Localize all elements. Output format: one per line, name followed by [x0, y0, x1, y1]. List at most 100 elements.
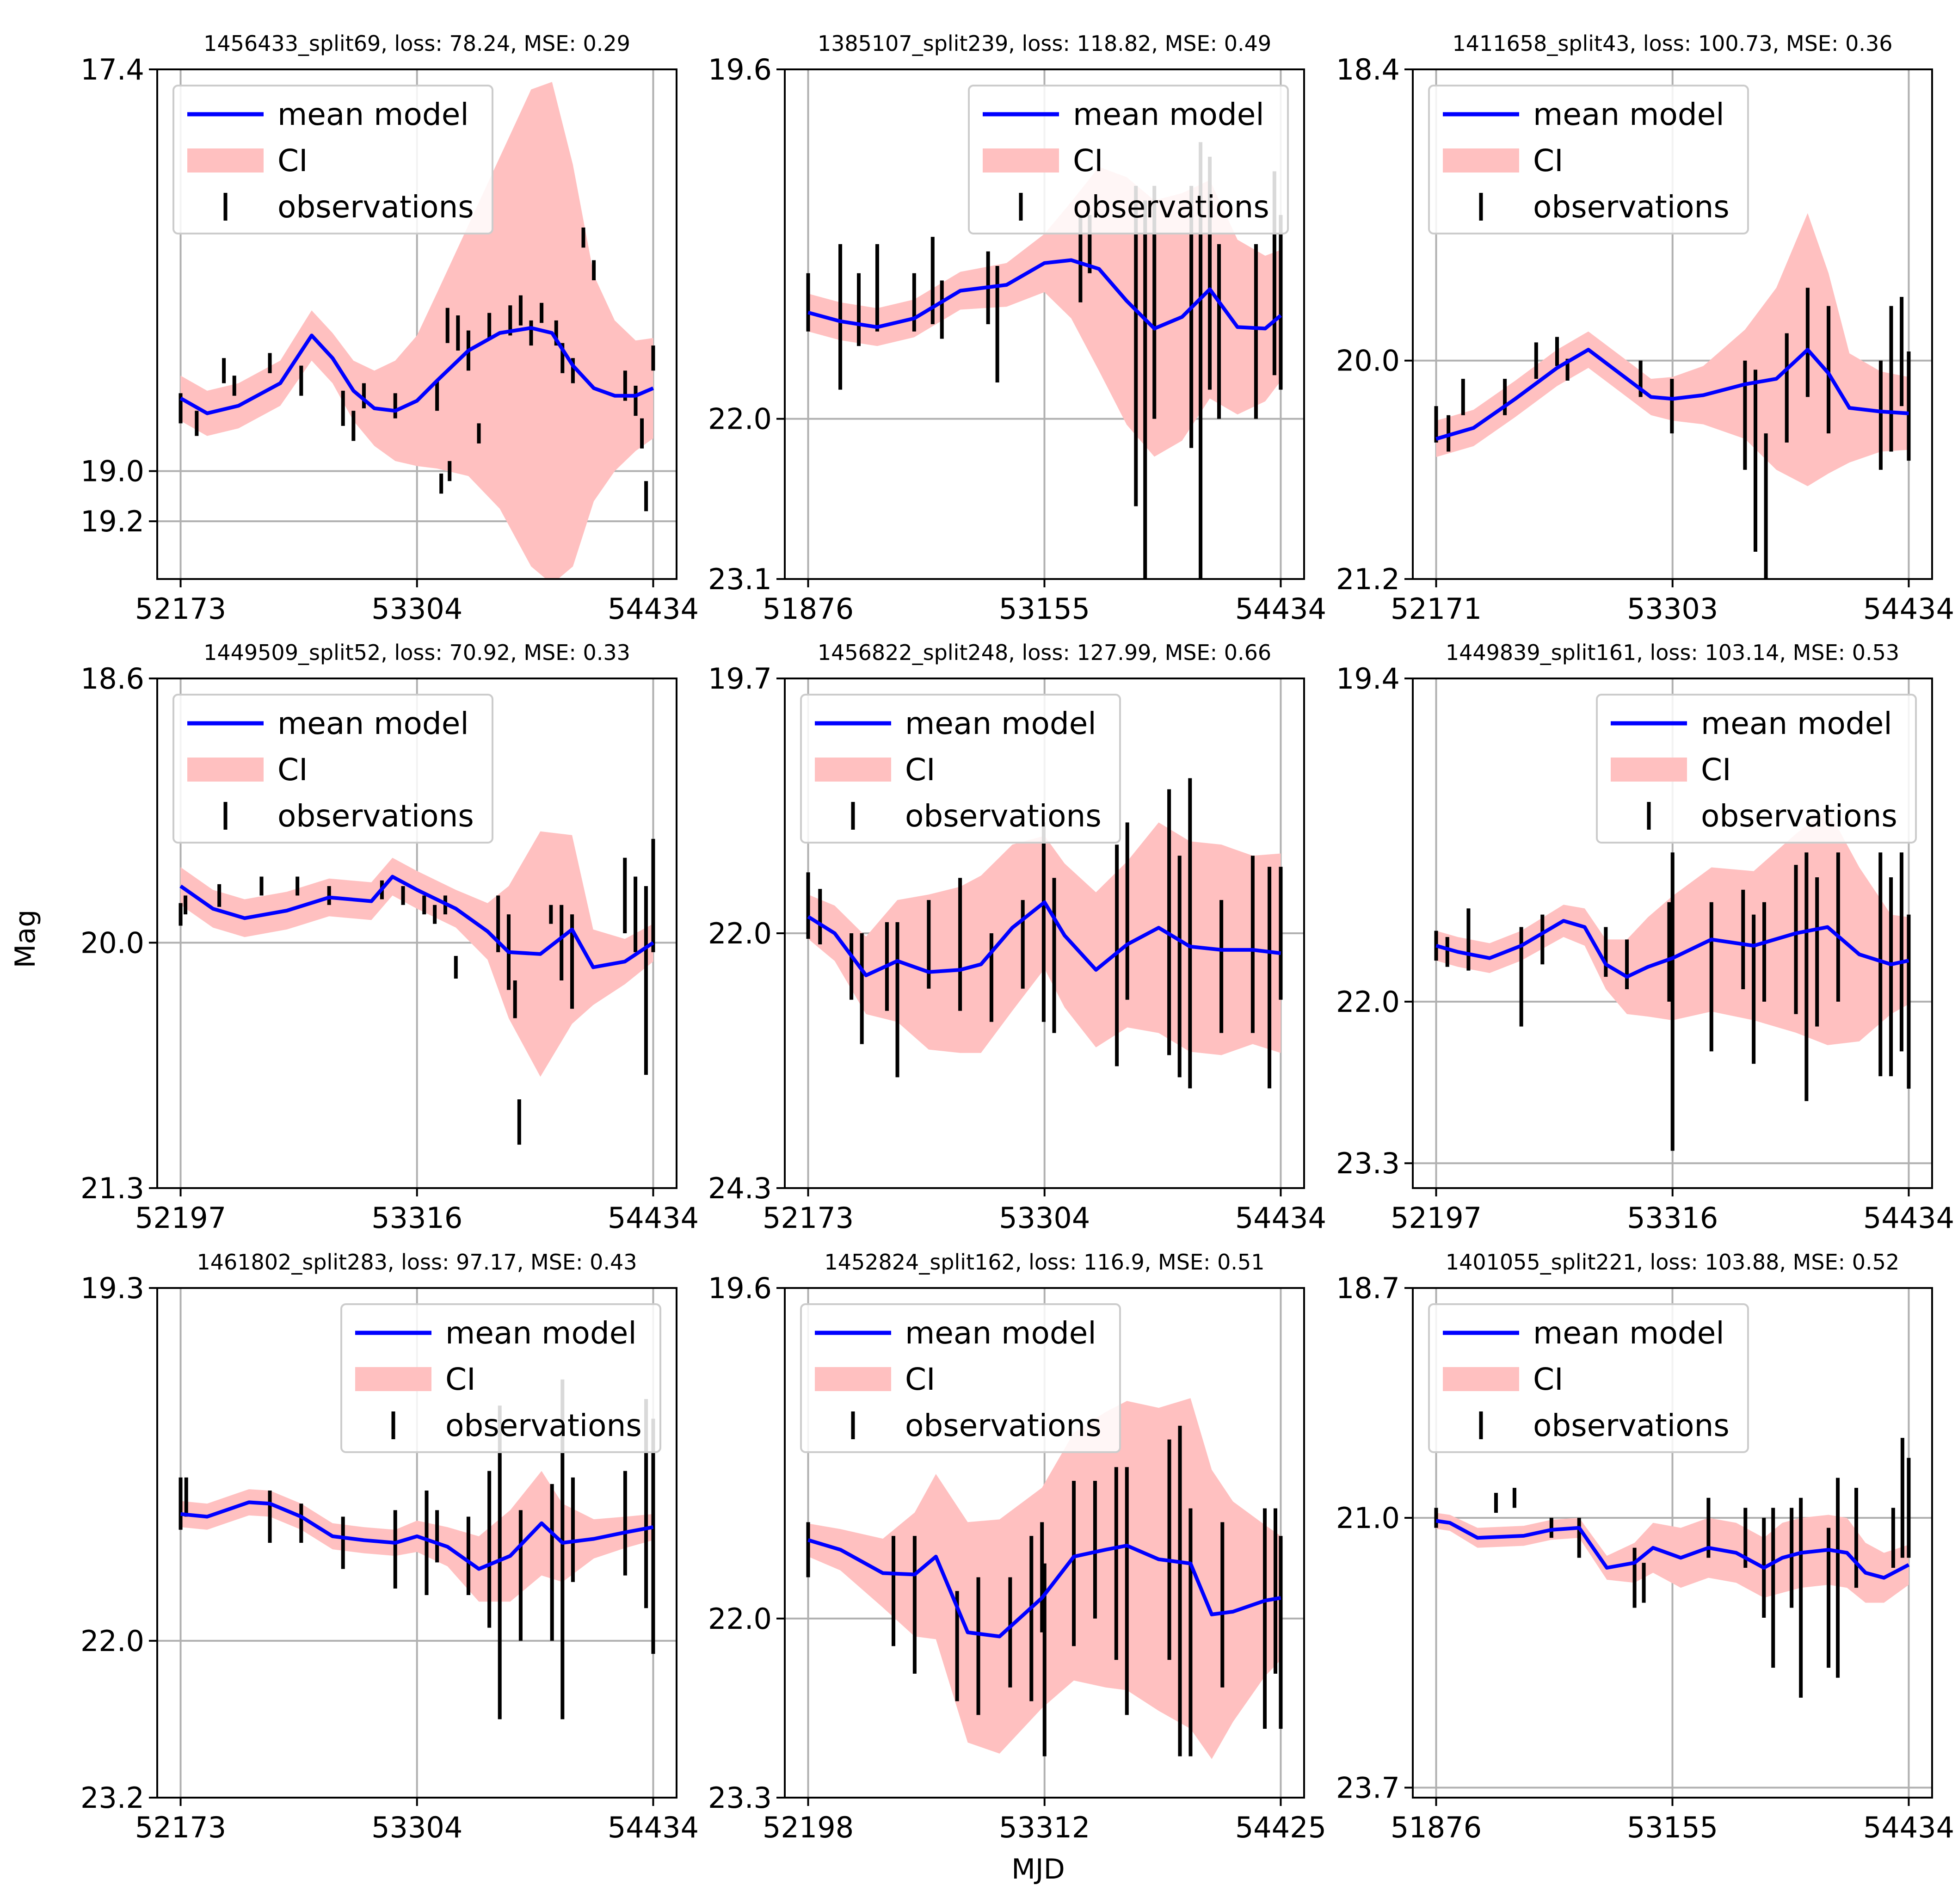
legend-label-obs: observations — [1073, 189, 1269, 225]
y-tick-label: 22.0 — [708, 917, 772, 950]
y-tick-label: 21.2 — [1336, 562, 1400, 596]
legend: mean model CI observations — [1428, 1303, 1749, 1453]
plot-area — [1434, 1438, 1911, 1698]
legend-ci-swatch — [1443, 148, 1519, 173]
legend-label-mean: mean model — [905, 706, 1096, 741]
y-tick-label: 22.0 — [708, 1602, 772, 1636]
axes-frame — [156, 678, 677, 1189]
axes-frame — [784, 1287, 1305, 1799]
plot-area — [179, 82, 655, 579]
x-tick-label: 54434 — [608, 592, 699, 626]
legend-box — [172, 694, 493, 844]
chart-panel: 1385107_split239, loss: 118.82, MSE: 0.4… — [708, 31, 1326, 626]
legend-ci-swatch — [983, 148, 1059, 173]
x-tick-label: 53304 — [371, 592, 462, 626]
y-tick-label: 23.3 — [708, 1781, 772, 1815]
plot-area — [806, 778, 1283, 1089]
x-tick-label: 52173 — [135, 592, 226, 626]
legend: mean model CI observations — [172, 694, 493, 844]
y-tick-label: 22.0 — [708, 402, 772, 436]
legend-label-ci: CI — [905, 1362, 936, 1397]
x-tick-label: 52197 — [1391, 1201, 1482, 1235]
y-tick-label: 20.0 — [1336, 344, 1400, 378]
ci-band — [808, 167, 1281, 457]
plot-area — [1434, 213, 1911, 579]
y-tick-label: 22.0 — [80, 1624, 144, 1658]
y-tick-label: 23.7 — [1336, 1771, 1400, 1805]
legend-box — [800, 1303, 1121, 1453]
ci-band — [180, 82, 653, 579]
chart-panel: 1456433_split69, loss: 78.24, MSE: 0.29 5… — [80, 31, 699, 626]
x-tick-label: 54434 — [1235, 1201, 1326, 1235]
y-tick-label: 19.6 — [708, 1271, 772, 1305]
legend-ci-swatch — [187, 148, 264, 173]
legend-label-mean: mean model — [905, 1315, 1096, 1351]
chart-panel: 1401055_split221, loss: 103.88, MSE: 0.5… — [1336, 1250, 1954, 1844]
chart-panel: 1461802_split283, loss: 97.17, MSE: 0.43… — [80, 1250, 699, 1844]
legend-box — [1596, 694, 1917, 844]
axes-frame — [156, 1287, 677, 1799]
chart-title: 1411658_split43, loss: 100.73, MSE: 0.36 — [1452, 31, 1892, 56]
ci-band — [1436, 213, 1909, 487]
legend-label-obs: observations — [277, 798, 474, 834]
x-tick-label: 53155 — [999, 592, 1090, 626]
x-tick-label: 54434 — [1863, 592, 1954, 626]
legend: mean model CI observations — [1428, 85, 1749, 234]
y-tick-label: 19.2 — [80, 505, 144, 538]
axes-frame — [784, 678, 1305, 1189]
y-tick-label: 18.7 — [1336, 1271, 1400, 1305]
legend-ci-swatch — [355, 1367, 431, 1391]
legend-label-mean: mean model — [1073, 97, 1264, 132]
x-tick-label: 51876 — [1391, 1811, 1482, 1844]
chart-panel: 1449509_split52, loss: 70.92, MSE: 0.33 5… — [80, 640, 699, 1235]
legend: mean model CI observations — [172, 85, 493, 234]
legend: mean model CI observations — [800, 1303, 1121, 1453]
y-tick-label: 21.3 — [80, 1171, 144, 1205]
legend-label-ci: CI — [277, 752, 308, 788]
x-tick-label: 54434 — [608, 1201, 699, 1235]
y-tick-label: 21.0 — [1336, 1501, 1400, 1535]
axes-frame — [1412, 68, 1933, 580]
x-tick-label: 53316 — [1627, 1201, 1718, 1235]
plot-area — [179, 831, 655, 1145]
y-tick-label: 19.0 — [80, 455, 144, 488]
y-tick-label: 19.6 — [708, 53, 772, 86]
legend-box — [1428, 1303, 1749, 1453]
x-tick-label: 53303 — [1627, 592, 1718, 626]
x-tick-label: 52197 — [135, 1201, 226, 1235]
legend-label-mean: mean model — [277, 706, 469, 741]
chart-panel: 1456822_split248, loss: 127.99, MSE: 0.6… — [708, 640, 1326, 1235]
legend: mean model CI observations — [968, 85, 1289, 234]
y-tick-label: 23.3 — [1336, 1146, 1400, 1180]
legend-label-obs: observations — [1701, 798, 1897, 834]
legend-label-obs: observations — [445, 1408, 642, 1443]
chart-title: 1449839_split161, loss: 103.14, MSE: 0.5… — [1446, 640, 1899, 665]
y-tick-label: 23.2 — [80, 1781, 144, 1815]
chart-title: 1401055_split221, loss: 103.88, MSE: 0.5… — [1446, 1250, 1899, 1275]
legend-box — [1428, 85, 1749, 234]
chart-title: 1456822_split248, loss: 127.99, MSE: 0.6… — [818, 640, 1271, 665]
legend-box — [172, 85, 493, 234]
mean-model-line — [1435, 348, 1909, 441]
plot-area — [806, 1398, 1283, 1759]
y-tick-label: 19.3 — [80, 1271, 144, 1305]
chart-panel: 1452824_split162, loss: 116.9, MSE: 0.51… — [708, 1250, 1326, 1844]
legend-label-obs: observations — [1533, 1408, 1730, 1443]
x-tick-label: 53155 — [1627, 1811, 1718, 1844]
y-tick-label: 23.1 — [708, 562, 772, 596]
chart-title: 1449509_split52, loss: 70.92, MSE: 0.33 — [203, 640, 630, 665]
x-tick-label: 52173 — [135, 1811, 226, 1844]
x-tick-label: 51876 — [763, 592, 854, 626]
chart-title: 1385107_split239, loss: 118.82, MSE: 0.4… — [818, 31, 1271, 56]
y-tick-label: 18.6 — [80, 662, 144, 696]
mean-model-line — [807, 900, 1281, 977]
axes-frame — [784, 68, 1305, 580]
legend-label-mean: mean model — [445, 1315, 637, 1351]
chart-title: 1452824_split162, loss: 116.9, MSE: 0.51 — [824, 1250, 1264, 1275]
figure-y-axis-label: Mag — [9, 910, 42, 968]
mean-model-line — [179, 326, 654, 415]
x-tick-label: 52173 — [763, 1201, 854, 1235]
legend-label-ci: CI — [1073, 143, 1103, 179]
legend-label-ci: CI — [1533, 143, 1564, 179]
x-tick-label: 54434 — [1235, 592, 1326, 626]
